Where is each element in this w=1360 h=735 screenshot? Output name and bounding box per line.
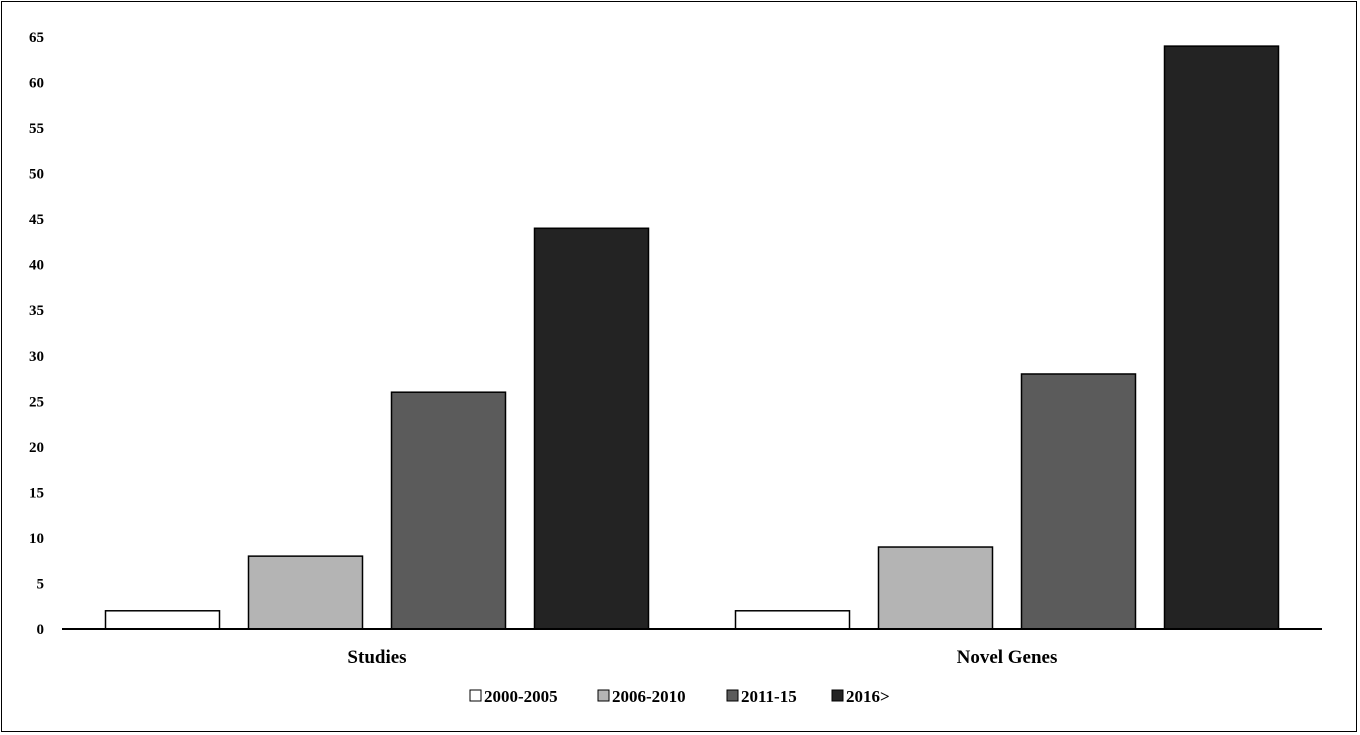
y-tick-label: 20 — [29, 440, 44, 456]
y-tick-label: 65 — [29, 30, 44, 46]
bar-2006-2010-1 — [877, 546, 994, 630]
bars — [104, 45, 1280, 630]
legend-label: 2000-2005 — [484, 687, 558, 706]
y-tick-label: 60 — [29, 76, 44, 92]
legend-swatch — [726, 689, 739, 702]
y-tick-label: 35 — [29, 303, 44, 319]
bar-2006-2010-0 — [247, 555, 364, 630]
y-axis-ticks: 0 5 10 15 20 25 30 35 40 45 50 55 60 65 — [29, 30, 44, 638]
legend-swatch — [831, 689, 844, 702]
bar-2011-15-0 — [390, 391, 507, 630]
y-tick-label: 10 — [29, 531, 44, 547]
category-labels: Studies Novel Genes — [347, 647, 1057, 668]
bar-2016--0 — [533, 227, 650, 630]
y-tick-label: 25 — [29, 394, 44, 410]
category-label: Novel Genes — [957, 647, 1058, 668]
legend: 2000-2005 2006-2010 2011-15 2016> — [469, 687, 890, 706]
legend-swatch — [597, 689, 610, 702]
y-tick-label: 0 — [37, 622, 45, 638]
y-tick-label: 15 — [29, 485, 44, 501]
y-tick-label: 45 — [29, 212, 44, 228]
bar-2016--1 — [1163, 45, 1280, 630]
y-tick-label: 40 — [29, 258, 44, 274]
legend-label: 2006-2010 — [612, 687, 686, 706]
legend-label: 2016> — [846, 687, 890, 706]
category-label: Studies — [347, 647, 406, 668]
bar-2000-2005-0 — [104, 610, 221, 630]
y-tick-label: 55 — [29, 121, 44, 137]
bar-2000-2005-1 — [734, 610, 851, 630]
y-tick-label: 50 — [29, 167, 44, 183]
bar-2011-15-1 — [1020, 373, 1137, 630]
legend-swatch — [469, 689, 482, 702]
legend-label: 2011-15 — [741, 687, 797, 706]
y-tick-label: 30 — [29, 349, 44, 365]
y-tick-label: 5 — [37, 576, 45, 592]
